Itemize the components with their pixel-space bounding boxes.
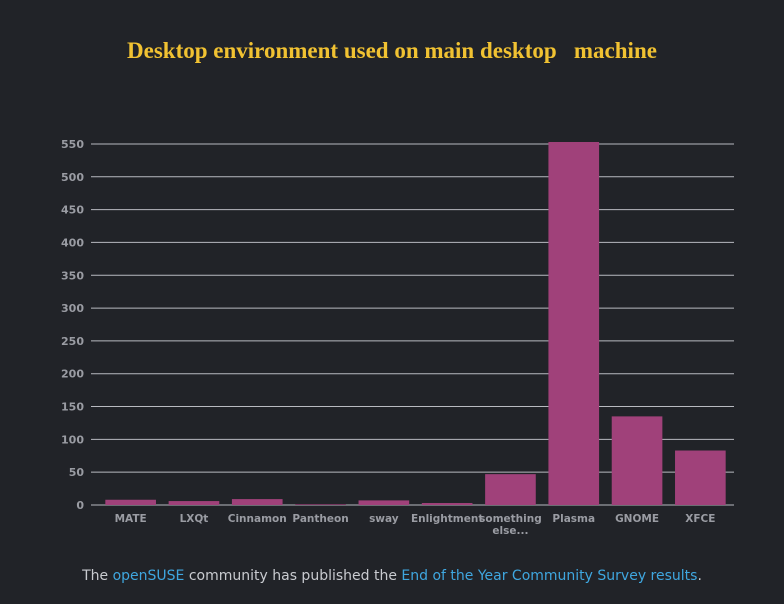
footer-prefix: The bbox=[82, 568, 113, 584]
y-tick-label: 200 bbox=[61, 368, 84, 381]
bar bbox=[421, 503, 473, 505]
x-tick-label: MATE bbox=[115, 513, 147, 525]
x-axis-ticks: MATE LXQt Cinnamon Pantheon sway Enlightments… bbox=[115, 513, 716, 537]
y-tick-label: 250 bbox=[61, 335, 84, 348]
bars bbox=[105, 142, 726, 505]
y-axis-ticks: 0 50 100 150 200 250 300 350 400 450 500 550 bbox=[61, 138, 84, 512]
x-tick-label: Cinnamon bbox=[228, 513, 287, 525]
y-tick-label: 400 bbox=[61, 236, 84, 249]
y-tick-label: 500 bbox=[61, 171, 84, 184]
survey-results-link[interactable]: End of the Year Community Survey results bbox=[401, 568, 698, 584]
x-tick-label: GNOME bbox=[615, 513, 659, 525]
bar bbox=[105, 499, 156, 505]
y-tick-label: 100 bbox=[61, 433, 84, 446]
bar bbox=[295, 504, 346, 505]
x-tick-label: XFCE bbox=[685, 513, 715, 525]
chart-title: Desktop environment used on main desktop… bbox=[127, 38, 657, 63]
footer-suffix: . bbox=[697, 568, 702, 584]
bar bbox=[611, 416, 663, 505]
y-tick-label: 450 bbox=[61, 204, 84, 217]
bar bbox=[231, 499, 283, 505]
x-tick-label: LXQt bbox=[180, 513, 209, 525]
y-tick-label: 350 bbox=[61, 269, 84, 282]
y-tick-label: 300 bbox=[61, 302, 84, 315]
x-tick-label: Pantheon bbox=[292, 513, 348, 525]
bar bbox=[168, 501, 220, 505]
bar bbox=[358, 500, 410, 505]
bar bbox=[548, 142, 600, 505]
bar bbox=[675, 450, 726, 505]
x-tick-label: something else... bbox=[479, 513, 542, 537]
x-tick-label: Plasma bbox=[552, 513, 595, 525]
opensuse-link[interactable]: openSUSE bbox=[112, 568, 185, 584]
footer-middle: community has published the bbox=[184, 568, 402, 584]
x-tick-label: Enlightment bbox=[411, 513, 483, 525]
y-tick-label: 550 bbox=[61, 138, 84, 151]
x-tick-label: sway bbox=[369, 513, 399, 525]
y-tick-label: 150 bbox=[61, 401, 84, 414]
footer-text: The openSUSE community has published the… bbox=[0, 568, 784, 584]
y-tick-label: 50 bbox=[69, 466, 85, 479]
y-tick-label: 0 bbox=[76, 499, 84, 512]
bar bbox=[485, 474, 536, 505]
